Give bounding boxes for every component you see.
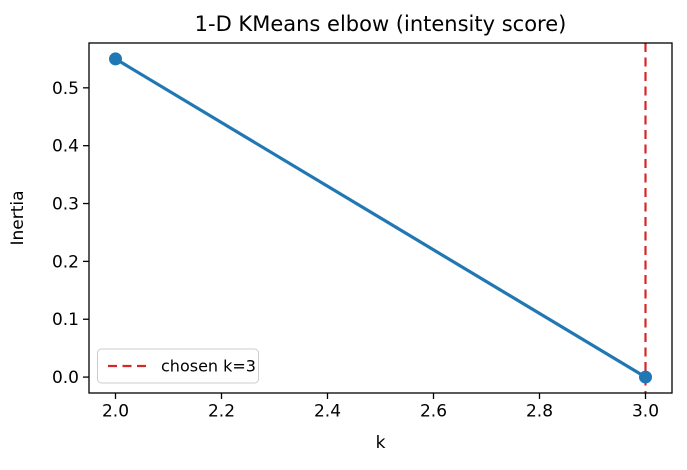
x-tick-label: 2.0 (102, 402, 129, 422)
y-tick-label: 0.3 (52, 195, 79, 215)
y-tick-label: 0.0 (52, 368, 79, 388)
y-tick-label: 0.2 (52, 252, 79, 272)
y-tick-label: 0.5 (52, 79, 79, 99)
plot-group: 2.0 2.2 2.4 2.6 2.8 3.0 0.0 0.1 0.2 0.3 0.4 0.5 chos… (52, 42, 673, 422)
x-tick-label: 2.2 (208, 402, 235, 422)
legend-label: chosen k=3 (161, 357, 256, 376)
x-tick-label: 2.8 (526, 402, 553, 422)
legend-box (97, 348, 259, 384)
x-axis-label: k (376, 433, 386, 453)
axes-spines (88, 42, 673, 394)
x-tick-label: 2.4 (314, 402, 341, 422)
y-axis-label: Inertia (8, 190, 28, 245)
chart-title: 1-D KMeans elbow (intensity score) (195, 12, 567, 36)
inertia-curve-line (114, 57, 647, 379)
data-point-marker (109, 52, 122, 66)
y-tick-label: 0.4 (52, 137, 79, 157)
data-point-marker (639, 370, 652, 384)
x-tick-label: 2.6 (420, 402, 447, 422)
x-tick-label: 3.0 (632, 402, 659, 422)
y-tick-label: 0.1 (52, 310, 79, 330)
